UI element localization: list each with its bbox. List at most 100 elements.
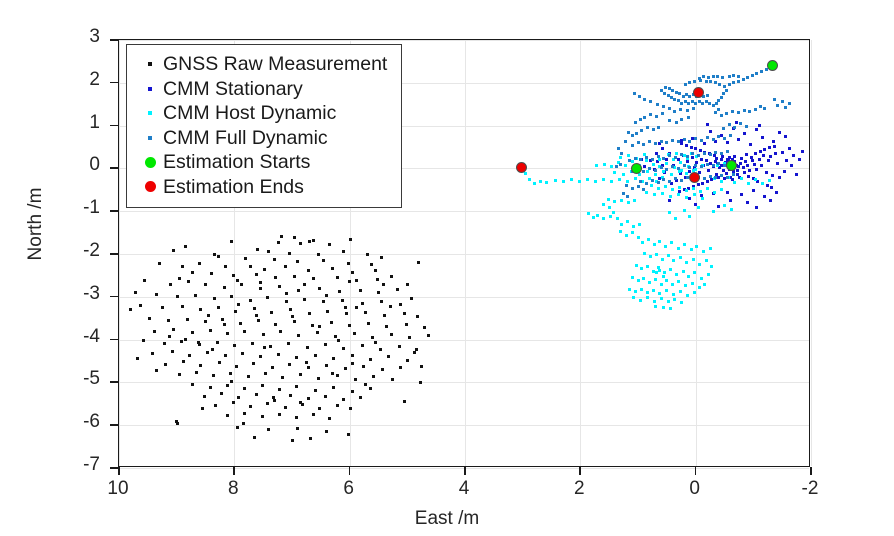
- data-point-cmm-full-dynamic: [721, 92, 725, 96]
- data-point-cmm-host-dynamic: [716, 164, 720, 168]
- data-point-gnss-raw-measurement: [180, 265, 184, 269]
- gridline-vertical: [349, 40, 351, 466]
- data-point-cmm-full-dynamic: [649, 113, 653, 116]
- data-point-cmm-host-dynamic: [635, 263, 639, 267]
- data-point-cmm-host-dynamic: [637, 172, 641, 176]
- data-point-gnss-raw-measurement: [337, 290, 341, 294]
- data-point-cmm-full-dynamic: [708, 101, 711, 105]
- data-point-cmm-host-dynamic: [712, 190, 716, 194]
- data-point-gnss-raw-measurement: [416, 315, 420, 318]
- data-point-cmm-host-dynamic: [661, 274, 665, 278]
- data-point-cmm-full-dynamic: [674, 90, 678, 94]
- data-point-gnss-raw-measurement: [206, 350, 210, 354]
- data-point-cmm-full-dynamic: [635, 131, 639, 135]
- data-point-cmm-stationary: [733, 154, 737, 158]
- gridline-vertical: [465, 40, 466, 466]
- data-point-gnss-raw-measurement: [178, 277, 182, 281]
- data-point-cmm-stationary: [720, 133, 724, 137]
- data-point-cmm-full-dynamic: [731, 172, 735, 176]
- legend-item[interactable]: CMM Full Dynamic: [137, 126, 387, 151]
- data-point-cmm-full-dynamic: [657, 125, 661, 129]
- data-point-cmm-host-dynamic: [634, 290, 638, 294]
- data-point-gnss-raw-measurement: [316, 252, 320, 256]
- data-point-cmm-host-dynamic: [693, 193, 696, 197]
- data-point-cmm-full-dynamic: [694, 163, 698, 167]
- y-axis-tick: [110, 295, 118, 298]
- data-point-cmm-stationary: [688, 196, 692, 200]
- legend-marker-icon: [137, 156, 163, 168]
- legend-swatch: [144, 181, 156, 193]
- data-point-cmm-stationary: [719, 158, 723, 162]
- data-point-cmm-host-dynamic: [642, 276, 646, 280]
- data-point-cmm-full-dynamic: [614, 165, 618, 169]
- y-axis-tick-label: 3: [89, 26, 100, 47]
- data-point-gnss-raw-measurement: [235, 364, 239, 368]
- data-point-cmm-host-dynamic: [606, 197, 610, 201]
- data-point-cmm-host-dynamic: [601, 202, 605, 206]
- data-point-gnss-raw-measurement: [303, 282, 307, 286]
- data-point-gnss-raw-measurement: [283, 265, 287, 269]
- data-point-cmm-stationary: [769, 198, 773, 202]
- data-point-cmm-stationary: [720, 164, 724, 168]
- data-point-cmm-host-dynamic: [545, 180, 549, 184]
- data-point-gnss-raw-measurement: [143, 279, 147, 282]
- data-point-cmm-full-dynamic: [620, 152, 624, 156]
- data-point-cmm-host-dynamic: [679, 160, 683, 164]
- data-point-gnss-raw-measurement: [306, 268, 310, 272]
- data-point-cmm-host-dynamic: [672, 157, 676, 161]
- legend-label: CMM Stationary: [163, 77, 303, 100]
- data-point-gnss-raw-measurement: [253, 435, 256, 439]
- data-point-cmm-full-dynamic: [636, 184, 640, 188]
- data-point-cmm-full-dynamic: [748, 110, 752, 114]
- legend-swatch: [148, 86, 152, 91]
- data-point-cmm-full-dynamic: [687, 116, 691, 120]
- data-point-cmm-full-dynamic: [718, 83, 722, 86]
- data-point-cmm-full-dynamic: [776, 103, 780, 107]
- data-point-gnss-raw-measurement: [398, 365, 402, 369]
- data-point-gnss-raw-measurement: [216, 254, 220, 258]
- data-point-gnss-raw-measurement: [220, 392, 224, 395]
- data-point-cmm-host-dynamic: [532, 181, 536, 185]
- data-point-cmm-host-dynamic: [653, 304, 657, 308]
- data-point-gnss-raw-measurement: [176, 422, 180, 425]
- data-point-gnss-raw-measurement: [243, 329, 247, 333]
- data-point-cmm-host-dynamic: [719, 179, 723, 183]
- gridline-horizontal: [119, 425, 809, 427]
- data-point-gnss-raw-measurement: [368, 357, 372, 361]
- data-point-cmm-host-dynamic: [691, 186, 695, 190]
- data-point-cmm-full-dynamic: [721, 126, 725, 130]
- data-point-cmm-full-dynamic: [678, 92, 681, 96]
- data-point-estimation-starts: [766, 60, 778, 72]
- legend-item[interactable]: CMM Host Dynamic: [137, 101, 387, 126]
- gridline-vertical: [580, 40, 582, 466]
- data-point-cmm-host-dynamic: [688, 214, 692, 218]
- data-point-estimation-ends: [516, 162, 527, 173]
- data-point-cmm-stationary: [725, 172, 729, 175]
- data-point-cmm-host-dynamic: [648, 280, 651, 284]
- data-point-cmm-stationary: [765, 184, 769, 187]
- data-point-gnss-raw-measurement: [191, 331, 195, 335]
- data-point-gnss-raw-measurement: [273, 257, 277, 261]
- legend-marker-icon: [137, 86, 163, 91]
- data-point-gnss-raw-measurement: [330, 267, 334, 271]
- legend-item[interactable]: Estimation Ends: [137, 175, 387, 200]
- data-point-cmm-full-dynamic: [656, 154, 660, 158]
- data-point-gnss-raw-measurement: [295, 356, 299, 360]
- legend-item[interactable]: Estimation Starts: [137, 150, 387, 175]
- legend-item[interactable]: CMM Stationary: [137, 77, 387, 102]
- data-point-cmm-host-dynamic: [636, 236, 640, 240]
- data-point-cmm-full-dynamic: [659, 139, 663, 143]
- data-point-cmm-host-dynamic: [640, 287, 643, 291]
- data-point-gnss-raw-measurement: [423, 326, 427, 330]
- data-point-gnss-raw-measurement: [315, 331, 319, 335]
- data-point-cmm-host-dynamic: [630, 275, 634, 279]
- data-point-gnss-raw-measurement: [360, 301, 364, 305]
- legend-label: CMM Full Dynamic: [163, 126, 328, 149]
- legend-item[interactable]: GNSS Raw Measurement: [137, 52, 387, 77]
- data-point-gnss-raw-measurement: [412, 350, 416, 354]
- data-point-cmm-stationary: [783, 135, 787, 139]
- data-point-cmm-host-dynamic: [652, 243, 656, 247]
- data-point-cmm-full-dynamic: [725, 89, 729, 92]
- data-point-gnss-raw-measurement: [216, 306, 220, 310]
- data-point-cmm-full-dynamic: [704, 100, 708, 104]
